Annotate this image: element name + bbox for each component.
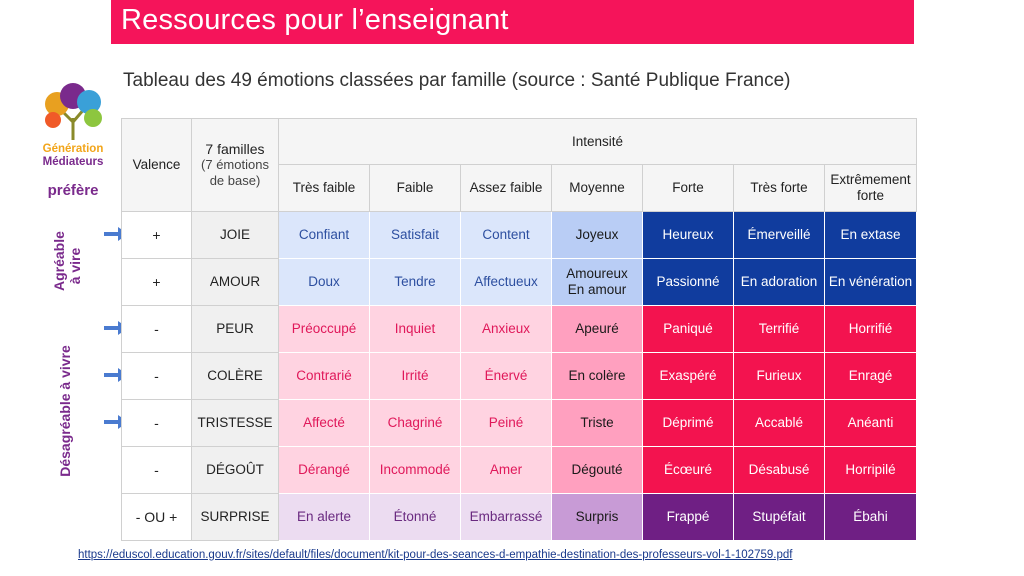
tree-logo-icon <box>45 83 102 140</box>
table-row: - PEUR Préoccupé Inquiet Anxieux Apeuré Paniqu… <box>121 305 918 353</box>
emotion-cell: Tendre <box>369 258 461 306</box>
logo-text-mediateurs: Médiateurs <box>42 156 104 168</box>
emotion-cell: Exaspéré <box>642 352 734 400</box>
emotion-cell: En colère <box>551 352 643 400</box>
emotion-cell: Embarrassé <box>460 493 552 541</box>
emotion-cell: Surpris <box>551 493 643 541</box>
emotion-cell: Frappé <box>642 493 734 541</box>
emotion-cell: Désabusé <box>733 446 825 494</box>
table-row: - TRISTESSE Affecté Chagriné Peiné Triste Dépr… <box>121 399 918 447</box>
emotion-cell: Chagriné <box>369 399 461 447</box>
valence-cell: + <box>121 258 192 306</box>
emotion-cell: Horrifié <box>823 305 918 353</box>
emotion-cell: Affectueux <box>460 258 552 306</box>
emotion-cell: Amoureux En amour <box>551 258 643 306</box>
emotion-cell: Enragé <box>823 352 918 400</box>
family-cell: DÉGOÛT <box>191 446 279 494</box>
emotion-cell: Anxieux <box>460 305 552 353</box>
table-row: - OU + SURPRISE En alerte Étonné Embarrassé S… <box>121 493 918 541</box>
header-intensite: Intensité <box>277 118 918 165</box>
emotion-cell: Étonné <box>369 493 461 541</box>
emotion-cell: Dégouté <box>551 446 643 494</box>
logo-text-generation: Génération <box>42 143 104 155</box>
emotion-cell: Irrité <box>369 352 461 400</box>
emotion-cell: En vénération <box>823 258 918 306</box>
emotion-cell: Triste <box>551 399 643 447</box>
source-link[interactable]: https://eduscol.education.gouv.fr/sites/… <box>78 549 793 561</box>
table-row: + AMOUR Doux Tendre Affectueux Amoureux En am… <box>121 258 918 306</box>
emotion-cell: En extase <box>823 211 918 259</box>
header-intensity-2: Assez faible <box>460 164 552 212</box>
table-row: - COLÈRE Contrarié Irrité Énervé En colère Exa… <box>121 352 918 400</box>
emotion-cell: Amer <box>460 446 552 494</box>
header-intensity-3: Moyenne <box>551 164 643 212</box>
family-cell: JOIE <box>191 211 279 259</box>
emotion-cell: Stupéfait <box>733 493 825 541</box>
emotion-cell: Joyeux <box>551 211 643 259</box>
logo: Génération Médiateurs préfère <box>30 82 116 202</box>
table-row: - DÉGOÛT Dérangé Incommodé Amer Dégouté Écœuré… <box>121 446 918 494</box>
header-intensity-5: Très forte <box>733 164 825 212</box>
emotion-cell: Confiant <box>278 211 370 259</box>
emotion-cell: Écœuré <box>642 446 734 494</box>
emotion-cell: Accablé <box>733 399 825 447</box>
emotion-cell: Inquiet <box>369 305 461 353</box>
emotion-cell: Passionné <box>642 258 734 306</box>
emotion-cell: Paniqué <box>642 305 734 353</box>
emotion-cell: Dérangé <box>278 446 370 494</box>
header-intensity-6: Extrêmement forte <box>823 164 918 212</box>
emotion-cell: Satisfait <box>369 211 461 259</box>
emotion-cell: Content <box>460 211 552 259</box>
emotion-cell: Émerveillé <box>733 211 825 259</box>
emotion-cell: Peiné <box>460 399 552 447</box>
header-intensity-4: Forte <box>642 164 734 212</box>
emotion-cell: Énervé <box>460 352 552 400</box>
emotion-cell: Déprimé <box>642 399 734 447</box>
table-caption: Tableau des 49 émotions classées par fam… <box>123 70 791 91</box>
emotion-cell: En adoration <box>733 258 825 306</box>
emotions-table: Valence 7 familles (7 émotions de base) … <box>121 118 918 541</box>
emotion-cell: Apeuré <box>551 305 643 353</box>
header-intensity-0: Très faible <box>278 164 370 212</box>
emotion-cell: Terrifié <box>733 305 825 353</box>
family-cell: SURPRISE <box>191 493 279 541</box>
emotion-cell: Contrarié <box>278 352 370 400</box>
header-familles-sub: (7 émotions de base) <box>201 157 269 188</box>
header-valence: Valence <box>121 118 192 212</box>
table-row: + JOIE Confiant Satisfait Content Joyeux Heure… <box>121 211 918 259</box>
valence-cell: - <box>121 352 192 400</box>
emotion-cell: Préoccupé <box>278 305 370 353</box>
family-cell: AMOUR <box>191 258 279 306</box>
logo-text-prefere: préfère <box>47 182 99 199</box>
emotion-cell: Affecté <box>278 399 370 447</box>
valence-cell: - <box>121 305 192 353</box>
valence-cell: - <box>121 399 192 447</box>
emotion-cell: En alerte <box>278 493 370 541</box>
valence-cell: - OU + <box>121 493 192 541</box>
family-cell: COLÈRE <box>191 352 279 400</box>
side-label-desagreable: Désagréable à vivre <box>57 345 73 477</box>
emotion-cell: Doux <box>278 258 370 306</box>
page-banner: Ressources pour l’enseignant <box>111 0 914 44</box>
emotion-cell: Furieux <box>733 352 825 400</box>
emotion-cell: Incommodé <box>369 446 461 494</box>
side-label-agreable: Agréable à vire <box>51 231 83 291</box>
family-cell: PEUR <box>191 305 279 353</box>
emotion-cell: Horripilé <box>823 446 918 494</box>
valence-cell: - <box>121 446 192 494</box>
emotion-cell: Ébahi <box>823 493 918 541</box>
page-title: Ressources pour l’enseignant <box>121 4 509 36</box>
emotion-cell: Anéanti <box>823 399 918 447</box>
header-intensity-1: Faible <box>369 164 461 212</box>
header-familles: 7 familles (7 émotions de base) <box>191 118 279 212</box>
emotion-cell: Heureux <box>642 211 734 259</box>
valence-cell: + <box>121 211 192 259</box>
family-cell: TRISTESSE <box>191 399 279 447</box>
header-familles-title: 7 familles <box>205 141 265 157</box>
